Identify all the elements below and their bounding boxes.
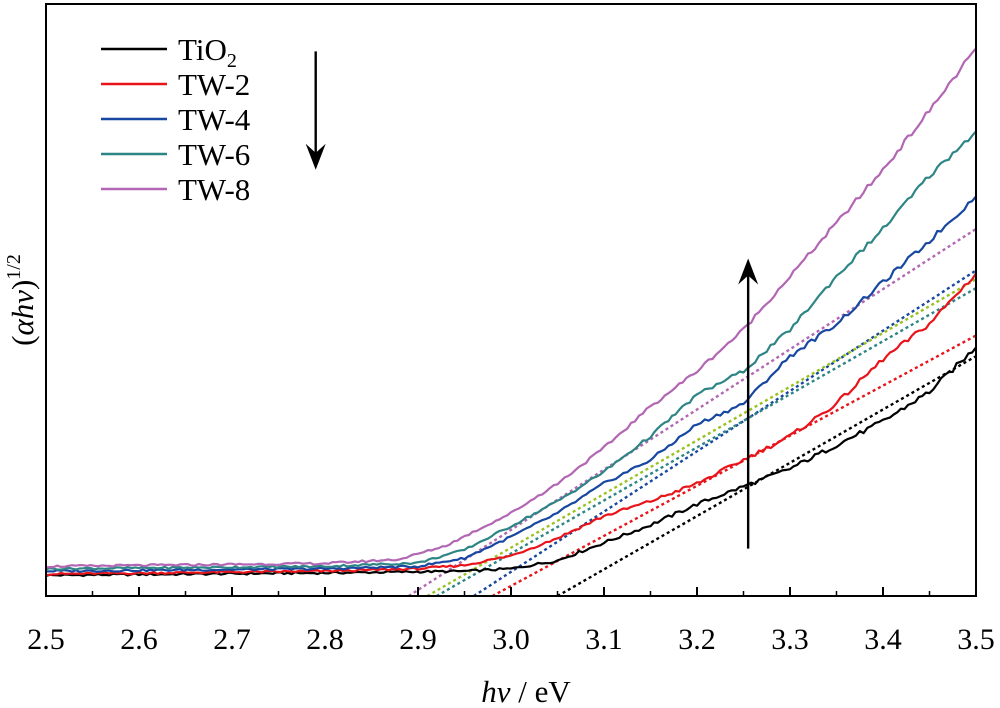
x-tick-label: 2.9 (399, 623, 437, 656)
legend-label: TW-6 (178, 137, 250, 172)
x-tick-label: 3.5 (957, 623, 995, 656)
series-line (45, 47, 977, 569)
plot-lines (45, 47, 977, 598)
legend-label: TW-2 (178, 67, 250, 102)
x-tick-label: 3.2 (678, 623, 716, 656)
arrow-head (305, 143, 326, 170)
legend-label: TiO2 (178, 32, 237, 72)
series-line (45, 272, 977, 577)
x-axis-ticks: 2.5 2.6 2.7 2.8 2.9 3.0 3.1 3.2 3.3 3.4 3.5 (27, 587, 995, 656)
y-axis-label: (αhν)1/2 (3, 254, 40, 346)
x-tick-label: 3.4 (864, 623, 902, 656)
series-line (45, 346, 977, 578)
series-line (45, 130, 977, 571)
legend-label: TW-4 (178, 102, 251, 137)
x-tick-label: 2.8 (306, 623, 344, 656)
x-tick-label: 3.0 (492, 623, 530, 656)
fit-line (491, 334, 977, 598)
series-line (45, 195, 977, 573)
x-tick-label: 2.5 (27, 623, 65, 656)
trend-arrows (305, 51, 759, 549)
fit-line (426, 278, 977, 598)
x-tick-label: 3.1 (585, 623, 623, 656)
x-tick-label: 2.7 (213, 623, 251, 656)
x-tick-label: 3.3 (771, 623, 809, 656)
plot-frame (45, 3, 977, 597)
x-axis-label: hν / eV (481, 674, 571, 708)
arrow-head (738, 258, 759, 285)
x-tick-label: 2.6 (120, 623, 158, 656)
fit-line (408, 227, 977, 598)
fit-line (473, 269, 977, 598)
fit-line (436, 287, 977, 598)
legend-label: TW-8 (178, 172, 250, 207)
